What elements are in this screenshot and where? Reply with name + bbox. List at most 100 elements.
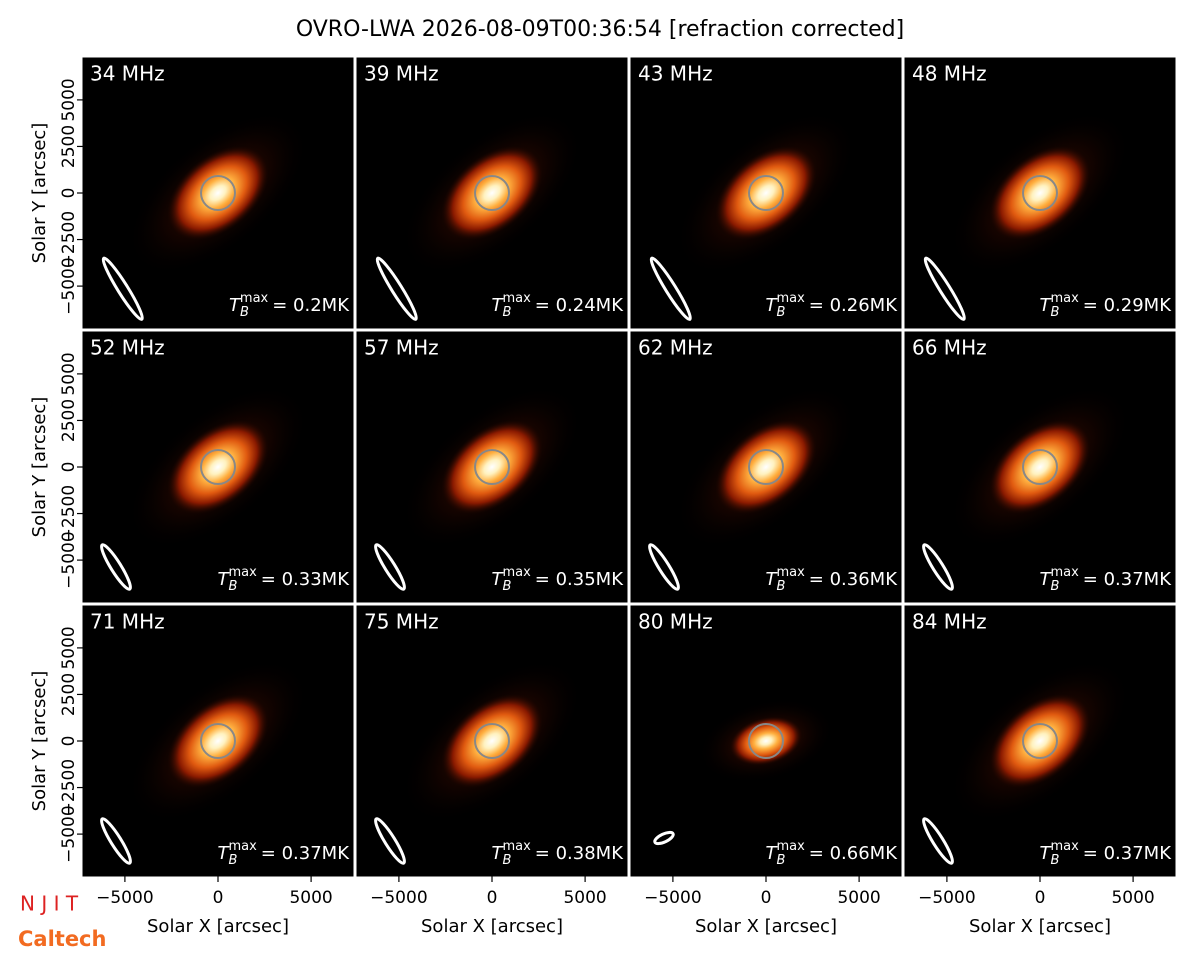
emission-source (165, 418, 271, 516)
x-tick-label: 5000 (1111, 888, 1154, 908)
tb-symbol: T (1040, 843, 1053, 864)
tb-text: = 0.66MK (809, 843, 898, 864)
tb-max-label: TBmax = 0.36MK (766, 565, 899, 594)
tb-sub: B (777, 579, 786, 594)
tb-max-label: TBmax = 0.66MK (766, 839, 899, 868)
figure-title: OVRO-LWA 2026-08-09T00:36:54 [refraction… (296, 17, 904, 42)
tb-sub: B (240, 305, 249, 320)
solar-disk (474, 175, 510, 211)
tb-sup: max (240, 291, 269, 306)
y-tick-label: 0 (59, 462, 79, 473)
beam (374, 543, 406, 591)
panel-label: 43 MHz (638, 62, 713, 86)
emission-source (439, 692, 545, 790)
tb-symbol: T (218, 843, 231, 864)
beam (922, 817, 954, 865)
panel (631, 58, 901, 328)
tb-text: = 0.2MK (272, 295, 350, 316)
tb-symbol: T (492, 569, 505, 590)
y-tick-label: −2500 (59, 759, 79, 817)
x-axis-label: Solar X [arcsec] (147, 916, 289, 937)
emission-source (987, 692, 1093, 790)
x-axis-label: Solar X [arcsec] (421, 916, 563, 937)
x-tick-label: 5000 (289, 888, 332, 908)
tb-sub: B (503, 579, 512, 594)
panel-frame (356, 331, 628, 603)
tb-max-label: TBmax = 0.29MK (1040, 291, 1173, 320)
y-tick-label: 5000 (59, 78, 79, 121)
panel-label: 80 MHz (638, 610, 713, 634)
tb-symbol: T (229, 295, 242, 316)
panel (83, 606, 353, 876)
panel (631, 606, 901, 876)
emission-source (439, 144, 545, 242)
panel (83, 332, 353, 602)
solar-disk (1022, 175, 1058, 211)
tb-sub: B (1051, 579, 1060, 594)
beam (649, 256, 692, 321)
beam (648, 543, 680, 591)
beam (100, 543, 132, 591)
panel (357, 58, 627, 328)
y-tick-label: −5000 (59, 531, 79, 589)
tb-sub: B (777, 853, 786, 868)
x-axis-label: Solar X [arcsec] (695, 916, 837, 937)
y-tick-label: −2500 (59, 485, 79, 543)
x-tick-label: 0 (1035, 888, 1046, 908)
tb-text: = 0.24MK (535, 295, 624, 316)
panel-frame (356, 57, 628, 329)
beam (101, 256, 144, 321)
emission-source (713, 144, 819, 242)
emission-source (439, 418, 545, 516)
emission-source (713, 418, 819, 516)
tb-sup: max (228, 839, 257, 854)
tb-text: = 0.38MK (535, 843, 624, 864)
tb-max-label: TBmax = 0.2MK (229, 291, 350, 320)
panel (631, 332, 901, 602)
tb-sub: B (229, 579, 238, 594)
x-tick-label: 0 (487, 888, 498, 908)
tb-sup: max (1050, 291, 1079, 306)
tb-sub: B (1051, 305, 1060, 320)
panel-label: 62 MHz (638, 336, 713, 360)
tb-text: = 0.35MK (535, 569, 624, 590)
x-tick-label: 5000 (563, 888, 606, 908)
beam (923, 256, 966, 321)
y-tick-label: −2500 (59, 211, 79, 269)
tb-sub: B (1051, 853, 1060, 868)
beam (100, 817, 132, 865)
tb-sub: B (503, 853, 512, 868)
solar-disk (748, 449, 784, 485)
x-tick-label: −5000 (644, 888, 702, 908)
tb-max-label: TBmax = 0.35MK (492, 565, 625, 594)
tb-max-label: TBmax = 0.26MK (766, 291, 899, 320)
y-tick-label: −5000 (59, 805, 79, 863)
tb-sup: max (1050, 839, 1079, 854)
panel (905, 58, 1175, 328)
solar-disk (748, 723, 784, 759)
x-tick-label: −5000 (96, 888, 154, 908)
y-tick-label: 0 (59, 188, 79, 199)
beam (375, 256, 418, 321)
panel-label: 84 MHz (912, 610, 987, 634)
solar-disk (474, 723, 510, 759)
tb-sub: B (503, 305, 512, 320)
tb-max-label: TBmax = 0.37MK (1040, 839, 1173, 868)
x-tick-label: −5000 (370, 888, 428, 908)
panel-label: 57 MHz (364, 336, 439, 360)
panel (905, 606, 1175, 876)
solar-disk (474, 449, 510, 485)
tb-sup: max (228, 565, 257, 580)
tb-symbol: T (218, 569, 231, 590)
tb-symbol: T (492, 295, 505, 316)
panel-label: 39 MHz (364, 62, 439, 86)
tb-text: = 0.29MK (1083, 295, 1172, 316)
panel (357, 606, 627, 876)
x-tick-label: 5000 (837, 888, 880, 908)
tb-max-label: TBmax = 0.24MK (492, 291, 625, 320)
panel-label: 71 MHz (90, 610, 165, 634)
emission-source (987, 418, 1093, 516)
panel (905, 332, 1175, 602)
tb-max-label: TBmax = 0.37MK (1040, 565, 1173, 594)
solar-disk (1022, 723, 1058, 759)
